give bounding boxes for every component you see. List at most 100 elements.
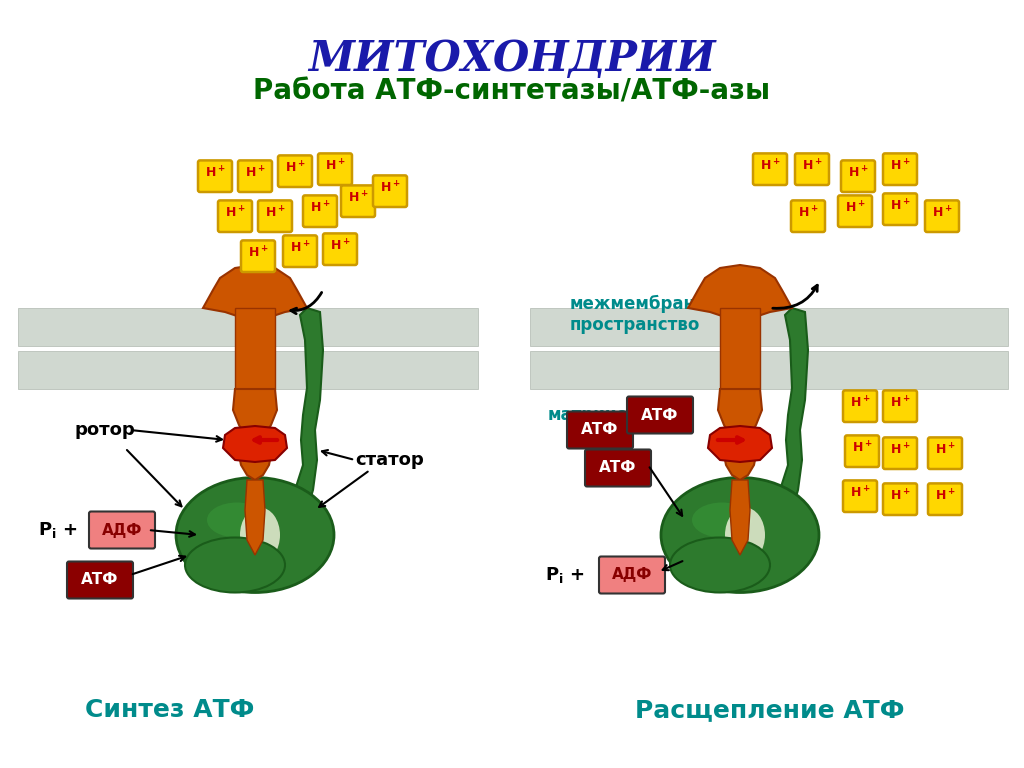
- Text: $\mathbf{H^+}$: $\mathbf{H^+}$: [248, 245, 268, 260]
- Ellipse shape: [207, 502, 267, 538]
- Text: $\mathbf{H^+}$: $\mathbf{H^+}$: [798, 205, 818, 220]
- Polygon shape: [775, 308, 808, 515]
- Ellipse shape: [240, 508, 280, 562]
- Polygon shape: [233, 389, 278, 480]
- Text: $\mathbf{H^+}$: $\mathbf{H^+}$: [802, 158, 822, 174]
- Text: $\mathbf{H^+}$: $\mathbf{H^+}$: [290, 240, 310, 255]
- Ellipse shape: [185, 538, 285, 592]
- Text: $\mathbf{H^+}$: $\mathbf{H^+}$: [845, 200, 865, 215]
- Polygon shape: [245, 480, 265, 555]
- Polygon shape: [730, 480, 750, 555]
- Polygon shape: [203, 265, 307, 318]
- Text: $\mathbf{H^+}$: $\mathbf{H^+}$: [224, 205, 246, 220]
- Text: $\mathbf{H^+}$: $\mathbf{H^+}$: [890, 442, 910, 457]
- FancyBboxPatch shape: [303, 195, 337, 227]
- FancyBboxPatch shape: [795, 154, 829, 185]
- Text: $\mathbf{H^+}$: $\mathbf{H^+}$: [245, 165, 265, 180]
- FancyBboxPatch shape: [841, 161, 874, 192]
- FancyBboxPatch shape: [627, 396, 693, 433]
- Text: ротор: ротор: [75, 421, 136, 439]
- Text: $\mathbf{H^+}$: $\mathbf{H^+}$: [890, 158, 910, 174]
- Text: $\mathbf{H^+}$: $\mathbf{H^+}$: [325, 158, 345, 174]
- FancyBboxPatch shape: [258, 200, 292, 232]
- Text: $\mathbf{H^+}$: $\mathbf{H^+}$: [380, 180, 400, 195]
- Text: $\mathbf{H^+}$: $\mathbf{H^+}$: [850, 395, 870, 410]
- Bar: [530, 351, 1008, 389]
- Ellipse shape: [725, 508, 765, 562]
- FancyBboxPatch shape: [278, 155, 312, 187]
- Polygon shape: [290, 308, 323, 515]
- Text: $\mathbf{H^+}$: $\mathbf{H^+}$: [205, 165, 225, 180]
- FancyBboxPatch shape: [323, 233, 357, 265]
- Text: Работа АТФ-синтетазы/АТФ-азы: Работа АТФ-синтетазы/АТФ-азы: [253, 78, 771, 106]
- FancyBboxPatch shape: [928, 438, 962, 469]
- Text: статор: статор: [355, 451, 424, 469]
- Text: $\mathbf{H^+}$: $\mathbf{H^+}$: [890, 488, 910, 503]
- Polygon shape: [718, 389, 762, 480]
- FancyBboxPatch shape: [883, 390, 918, 422]
- Text: Синтез АТФ: Синтез АТФ: [85, 698, 255, 722]
- FancyBboxPatch shape: [318, 154, 352, 185]
- Text: $\mathbf{H^+}$: $\mathbf{H^+}$: [309, 200, 331, 215]
- Polygon shape: [708, 426, 772, 462]
- Text: $\mathbf{H^+}$: $\mathbf{H^+}$: [932, 205, 952, 220]
- Text: $\mathbf{H^+}$: $\mathbf{H^+}$: [935, 488, 955, 503]
- Polygon shape: [223, 426, 287, 462]
- Text: АТФ: АТФ: [599, 461, 637, 475]
- FancyBboxPatch shape: [241, 240, 275, 272]
- Ellipse shape: [176, 478, 334, 592]
- Text: $\mathbf{P_i}$ +: $\mathbf{P_i}$ +: [38, 520, 80, 540]
- FancyBboxPatch shape: [585, 449, 651, 486]
- FancyBboxPatch shape: [838, 195, 872, 227]
- FancyBboxPatch shape: [567, 412, 633, 449]
- Text: матрикс: матрикс: [548, 406, 627, 424]
- Text: АДФ: АДФ: [611, 568, 652, 582]
- Ellipse shape: [662, 478, 819, 592]
- Text: $\mathbf{H^+}$: $\mathbf{H^+}$: [285, 160, 305, 175]
- FancyBboxPatch shape: [883, 438, 918, 469]
- Polygon shape: [688, 265, 792, 318]
- Text: $\mathbf{H^+}$: $\mathbf{H^+}$: [890, 198, 910, 214]
- Text: Расщепление АТФ: Расщепление АТФ: [635, 698, 905, 722]
- Polygon shape: [234, 308, 275, 389]
- Text: МИТОХОНДРИИ: МИТОХОНДРИИ: [308, 38, 716, 80]
- Bar: [18, 351, 478, 389]
- FancyBboxPatch shape: [198, 161, 232, 192]
- FancyBboxPatch shape: [218, 200, 252, 232]
- FancyBboxPatch shape: [599, 557, 665, 594]
- Text: $\mathbf{H^+}$: $\mathbf{H^+}$: [330, 238, 350, 253]
- Text: $\mathbf{H^+}$: $\mathbf{H^+}$: [852, 440, 872, 455]
- Text: АДФ: АДФ: [101, 522, 142, 538]
- FancyBboxPatch shape: [843, 390, 877, 422]
- FancyBboxPatch shape: [925, 200, 959, 232]
- FancyBboxPatch shape: [89, 511, 155, 548]
- Bar: [530, 308, 1008, 346]
- FancyBboxPatch shape: [791, 200, 825, 232]
- Text: $\mathbf{H^+}$: $\mathbf{H^+}$: [760, 158, 780, 174]
- FancyBboxPatch shape: [845, 435, 879, 467]
- FancyBboxPatch shape: [928, 483, 962, 515]
- Text: $\mathbf{H^+}$: $\mathbf{H^+}$: [348, 190, 369, 205]
- FancyBboxPatch shape: [883, 194, 918, 225]
- Text: межмембранное
пространство: межмембранное пространство: [570, 295, 730, 334]
- Text: $\mathbf{H^+}$: $\mathbf{H^+}$: [264, 205, 286, 220]
- FancyBboxPatch shape: [67, 561, 133, 598]
- FancyBboxPatch shape: [373, 175, 407, 207]
- FancyBboxPatch shape: [341, 185, 375, 217]
- Text: $\mathbf{H^+}$: $\mathbf{H^+}$: [935, 442, 955, 457]
- Ellipse shape: [692, 502, 752, 538]
- Bar: [18, 308, 478, 346]
- Text: $\mathbf{H^+}$: $\mathbf{H^+}$: [850, 485, 870, 500]
- FancyBboxPatch shape: [283, 236, 317, 267]
- Text: АТФ: АТФ: [641, 408, 679, 422]
- Text: $\mathbf{H^+}$: $\mathbf{H^+}$: [890, 395, 910, 410]
- FancyBboxPatch shape: [883, 483, 918, 515]
- FancyBboxPatch shape: [883, 154, 918, 185]
- Text: $\mathbf{P_i}$ +: $\mathbf{P_i}$ +: [545, 565, 587, 585]
- Text: $\mathbf{H^+}$: $\mathbf{H^+}$: [848, 165, 868, 180]
- FancyBboxPatch shape: [843, 481, 877, 512]
- Text: АТФ: АТФ: [582, 422, 618, 438]
- Ellipse shape: [670, 538, 770, 592]
- FancyBboxPatch shape: [238, 161, 272, 192]
- Text: АТФ: АТФ: [81, 572, 119, 588]
